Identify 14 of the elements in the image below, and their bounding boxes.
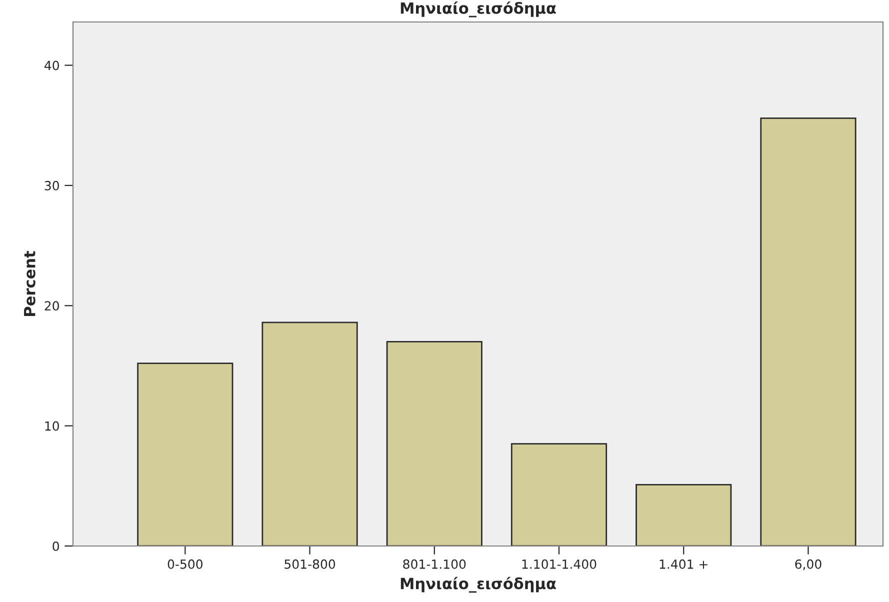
y-tick-label: 0 [52, 541, 59, 551]
chart-title: Μηνιαίο_εισόδημα [400, 1, 556, 18]
x-tick-label: 0-500 [168, 559, 202, 569]
x-tick-label: 1.401 + [660, 559, 708, 569]
y-tick-label: 30 [44, 180, 59, 190]
y-tick-label: 20 [44, 301, 59, 311]
y-axis-title: Percent [24, 251, 36, 316]
x-tick-label: 1.101-1.400 [522, 559, 596, 569]
x-tick-label: 501-800 [284, 559, 336, 569]
y-tick-label: 10 [45, 421, 59, 431]
x-tick-label: 801-1.100 [403, 559, 466, 569]
x-axis-title: Μηνιαίο_εισόδημα [400, 576, 556, 593]
y-tick-label: 40 [44, 60, 59, 70]
x-tick-label: 6,00 [795, 559, 822, 570]
